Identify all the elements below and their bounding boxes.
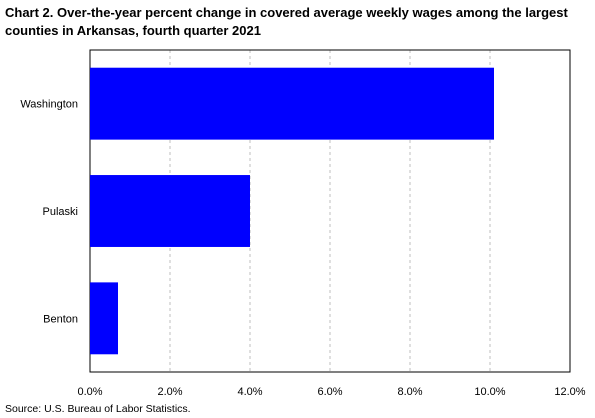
x-tick-label-3: 6.0% (317, 386, 342, 398)
y-tick-label-benton: Benton (43, 313, 78, 325)
x-tick-label-2: 4.0% (237, 386, 262, 398)
bar-benton (90, 282, 118, 355)
x-tick-label-0: 0.0% (77, 386, 102, 398)
x-tick-label-5: 10.0% (474, 386, 505, 398)
source-note: Source: U.S. Bureau of Labor Statistics. (5, 403, 191, 415)
chart-title: Chart 2. Over-the-year percent change in… (5, 5, 568, 38)
bar-washington (90, 67, 494, 140)
y-tick-label-pulaski: Pulaski (43, 206, 78, 218)
x-tick-label-6: 12.0% (554, 386, 585, 398)
y-tick-label-washington: Washington (20, 99, 78, 111)
bar-pulaski (90, 175, 250, 247)
x-tick-label-4: 8.0% (397, 386, 422, 398)
x-tick-label-1: 2.0% (157, 386, 182, 398)
